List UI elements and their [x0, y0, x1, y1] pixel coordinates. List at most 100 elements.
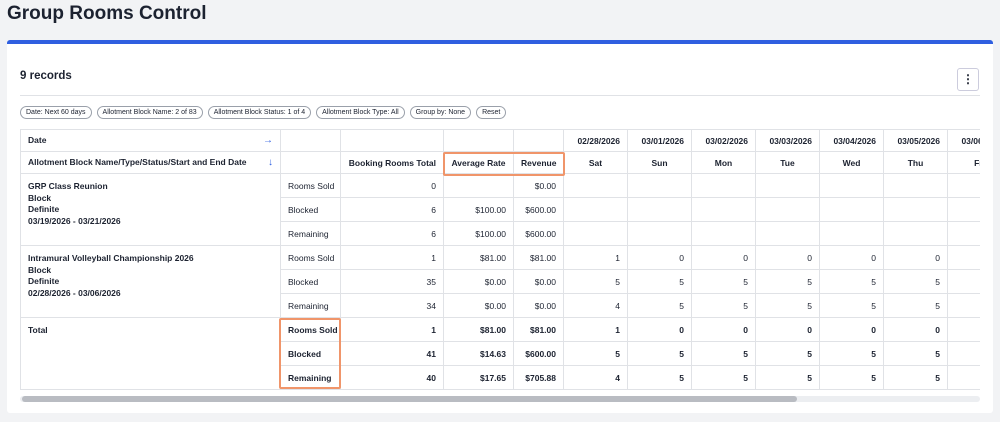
- day-value-cell: 5: [628, 294, 692, 318]
- header-cell: [341, 130, 444, 152]
- value-cell: $81.00: [514, 318, 564, 342]
- day-header-cell: Fri: [948, 152, 981, 174]
- day-value-cell: 5: [820, 294, 884, 318]
- day-header-cell: Mon: [692, 152, 756, 174]
- day-value-cell: 5: [628, 342, 692, 366]
- day-value-cell: [948, 294, 981, 318]
- day-value-cell: [628, 174, 692, 198]
- day-header-cell: Tue: [756, 152, 820, 174]
- day-value-cell: 5: [756, 342, 820, 366]
- value-cell: 1: [341, 246, 444, 270]
- table-row: Intramural Volleyball Championship 2026B…: [21, 246, 981, 270]
- row-label: Remaining: [281, 294, 341, 318]
- day-value-cell: [756, 198, 820, 222]
- filter-pill[interactable]: Date: Next 60 days: [20, 106, 92, 119]
- day-value-cell: 5: [692, 366, 756, 390]
- day-value-cell: [692, 222, 756, 246]
- header-cell: Date→: [21, 130, 281, 152]
- filter-pill[interactable]: Reset: [476, 106, 506, 119]
- value-cell: $0.00: [514, 270, 564, 294]
- day-value-cell: [948, 270, 981, 294]
- day-value-cell: 0: [692, 246, 756, 270]
- day-value-cell: [948, 318, 981, 342]
- highlight-box: [279, 318, 341, 389]
- day-value-cell: 5: [692, 294, 756, 318]
- header-cell: [281, 130, 341, 152]
- date-header-cell: 02/28/2026: [564, 130, 628, 152]
- sort-arrow[interactable]: →: [263, 135, 273, 146]
- day-value-cell: [820, 222, 884, 246]
- day-value-cell: 1: [564, 246, 628, 270]
- day-value-cell: 5: [884, 270, 948, 294]
- day-value-cell: 5: [820, 342, 884, 366]
- day-value-cell: [884, 222, 948, 246]
- block-name-line: Block: [28, 265, 273, 277]
- block-name-line: 03/19/2026 - 03/21/2026: [28, 216, 273, 228]
- row-label: Rooms Sold: [281, 174, 341, 198]
- value-cell: $0.00: [514, 294, 564, 318]
- value-cell: $81.00: [444, 318, 514, 342]
- day-value-cell: [820, 174, 884, 198]
- row-label: Blocked: [281, 198, 341, 222]
- filter-pill[interactable]: Allotment Block Type: All: [316, 106, 405, 119]
- more-menu-button[interactable]: ⋮: [957, 68, 979, 91]
- day-value-cell: [820, 198, 884, 222]
- value-cell: $600.00: [514, 198, 564, 222]
- filter-pill[interactable]: Group by: None: [410, 106, 471, 119]
- day-value-cell: 5: [692, 342, 756, 366]
- scrollbar-thumb[interactable]: [22, 396, 797, 402]
- block-name-line: 02/28/2026 - 03/06/2026: [28, 288, 273, 300]
- day-value-cell: 5: [564, 342, 628, 366]
- day-value-cell: 5: [884, 294, 948, 318]
- day-header-cell: Wed: [820, 152, 884, 174]
- filter-pill[interactable]: Allotment Block Status: 1 of 4: [208, 106, 311, 119]
- block-name-cell: GRP Class ReunionBlockDefinite03/19/2026…: [21, 174, 281, 246]
- sort-arrow[interactable]: ↓: [268, 157, 273, 168]
- row-label: Remaining: [281, 222, 341, 246]
- row-label: Rooms Sold: [281, 246, 341, 270]
- block-name-line: Intramural Volleyball Championship 2026: [28, 253, 273, 265]
- block-name-line: Definite: [28, 276, 273, 288]
- day-value-cell: 0: [820, 318, 884, 342]
- day-value-cell: 0: [756, 246, 820, 270]
- day-value-cell: 5: [820, 270, 884, 294]
- day-value-cell: [692, 198, 756, 222]
- day-value-cell: 0: [884, 318, 948, 342]
- day-value-cell: 0: [628, 318, 692, 342]
- day-header-cell: Sat: [564, 152, 628, 174]
- day-value-cell: [948, 342, 981, 366]
- value-cell: 34: [341, 294, 444, 318]
- value-cell: 40: [341, 366, 444, 390]
- header-cell: [444, 130, 514, 152]
- day-value-cell: [948, 198, 981, 222]
- day-header-cell: Sun: [628, 152, 692, 174]
- day-value-cell: [948, 246, 981, 270]
- row-label: Blocked: [281, 270, 341, 294]
- day-value-cell: 5: [756, 294, 820, 318]
- day-value-cell: 5: [628, 270, 692, 294]
- scrollbar[interactable]: [20, 396, 980, 402]
- day-value-cell: 5: [756, 366, 820, 390]
- value-cell: $600.00: [514, 342, 564, 366]
- column-header: Booking Rooms Total: [341, 152, 444, 174]
- day-value-cell: [756, 174, 820, 198]
- day-value-cell: [564, 198, 628, 222]
- day-header-cell: Thu: [884, 152, 948, 174]
- day-value-cell: [564, 222, 628, 246]
- divider: [20, 95, 980, 96]
- value-cell: $0.00: [444, 294, 514, 318]
- day-value-cell: 5: [884, 342, 948, 366]
- filter-pill[interactable]: Allotment Block Name: 2 of 83: [97, 106, 203, 119]
- day-value-cell: 5: [564, 270, 628, 294]
- value-cell: 41: [341, 342, 444, 366]
- table-row: TotalRooms Sold1$81.00$81.00100000: [21, 318, 981, 342]
- day-value-cell: [948, 222, 981, 246]
- value-cell: $81.00: [514, 246, 564, 270]
- value-cell: 35: [341, 270, 444, 294]
- value-cell: $100.00: [444, 222, 514, 246]
- value-cell: $14.63: [444, 342, 514, 366]
- value-cell: $100.00: [444, 198, 514, 222]
- day-value-cell: 0: [692, 318, 756, 342]
- date-header-cell: 03/05/2026: [884, 130, 948, 152]
